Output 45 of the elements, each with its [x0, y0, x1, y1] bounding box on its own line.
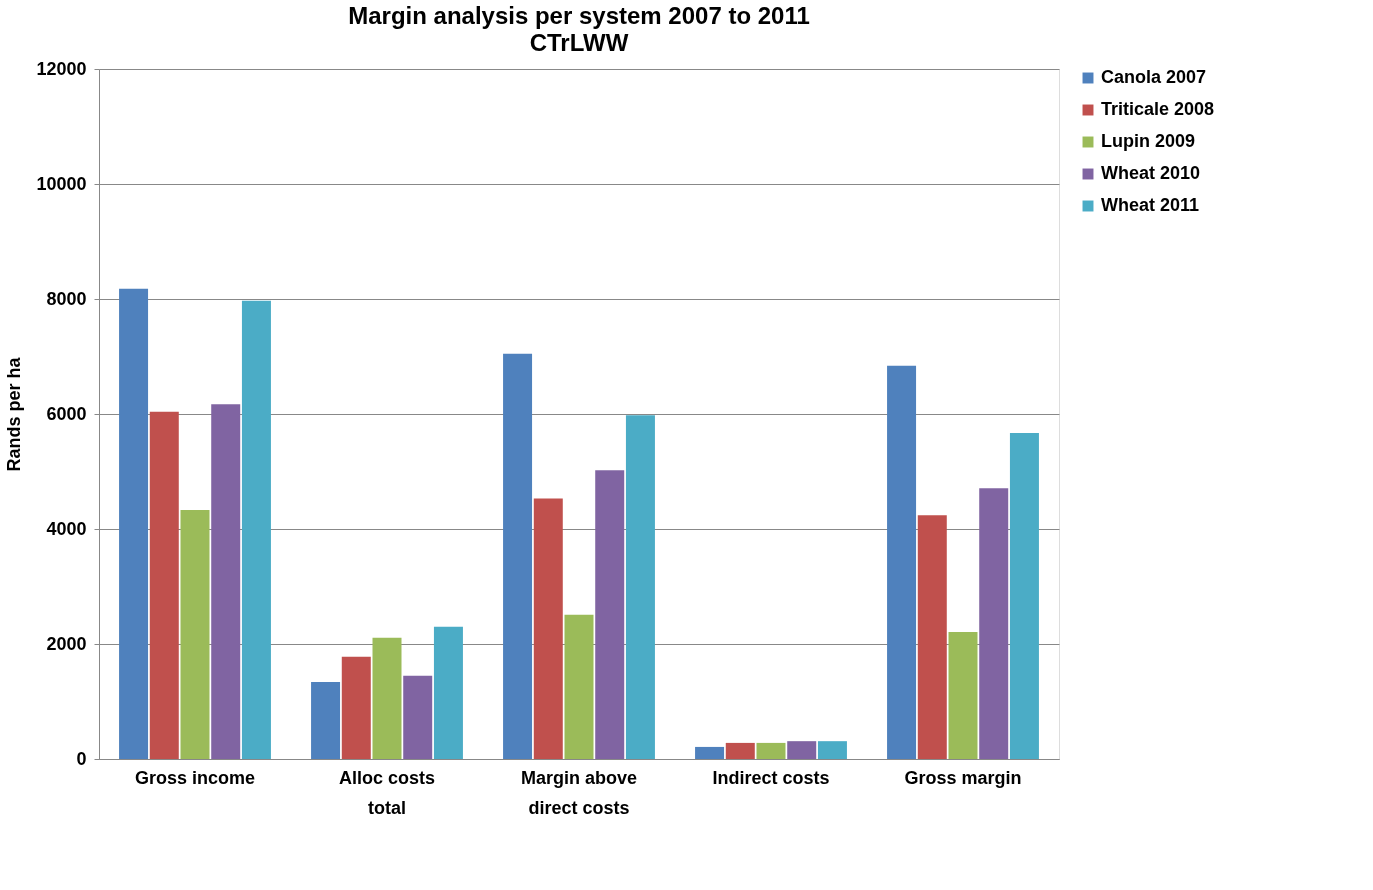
bar — [241, 300, 271, 759]
legend-label: Wheat 2011 — [1101, 195, 1200, 215]
y-tick-label: 10000 — [36, 173, 87, 194]
x-tick-label: Margin above direct costs — [520, 767, 638, 818]
bar — [817, 741, 847, 759]
y-tick-label: 12000 — [36, 58, 87, 79]
bar — [979, 488, 1009, 759]
bar — [787, 741, 817, 759]
bar — [625, 415, 655, 759]
y-tick-label: 2000 — [46, 633, 87, 654]
bar — [180, 510, 210, 759]
x-tick-label: Indirect costs — [712, 767, 830, 788]
x-tick-label: Gross income — [134, 767, 256, 788]
chart-title: Margin analysis per system 2007 to 2011 — [348, 2, 810, 29]
bar — [564, 614, 594, 759]
bar — [372, 637, 402, 759]
bar — [917, 515, 947, 759]
legend-label: Wheat 2010 — [1101, 163, 1201, 183]
legend-label: Canola 2007 — [1101, 67, 1207, 87]
bar — [433, 626, 463, 759]
bar — [211, 404, 241, 759]
bar — [756, 742, 786, 759]
x-tick-label: Gross margin — [904, 767, 1022, 788]
y-axis-title: Rands per ha — [4, 356, 25, 472]
legend-label: Lupin 2009 — [1101, 131, 1196, 151]
chart-subtitle: CTrLWW — [529, 29, 629, 56]
y-tick-label: 4000 — [46, 518, 87, 539]
y-tick-label: 8000 — [46, 288, 87, 309]
bar — [695, 746, 725, 759]
bar — [403, 675, 433, 759]
legend-label: Triticale 2008 — [1101, 99, 1215, 119]
bar — [119, 288, 149, 759]
bar — [1009, 432, 1039, 759]
bar — [887, 365, 917, 759]
bar — [503, 353, 533, 759]
bar — [149, 411, 179, 759]
bar — [341, 656, 371, 759]
x-tick-label: Alloc costs total — [338, 767, 436, 818]
bar — [948, 631, 978, 759]
bar — [595, 470, 625, 759]
bar — [311, 681, 341, 759]
bar — [533, 498, 563, 759]
y-tick-label: 0 — [76, 748, 87, 769]
y-tick-label: 6000 — [46, 403, 87, 424]
bar — [725, 742, 755, 759]
